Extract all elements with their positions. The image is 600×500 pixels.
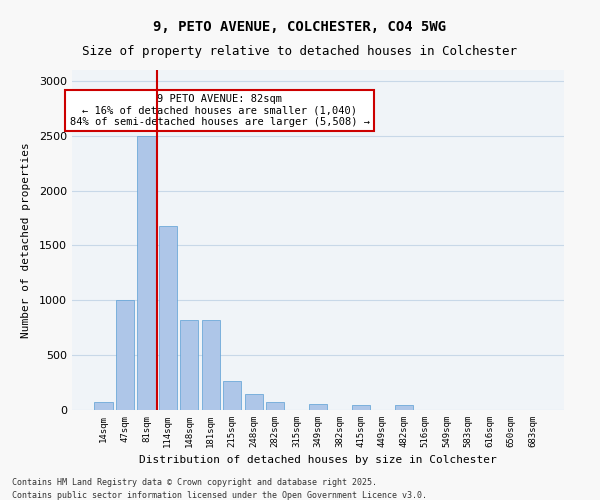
Bar — [94, 402, 113, 410]
Bar — [395, 404, 413, 410]
Y-axis label: Number of detached properties: Number of detached properties — [20, 142, 31, 338]
Text: Contains public sector information licensed under the Open Government Licence v3: Contains public sector information licen… — [12, 490, 427, 500]
Bar — [309, 404, 327, 410]
X-axis label: Distribution of detached houses by size in Colchester: Distribution of detached houses by size … — [139, 456, 497, 466]
Bar — [202, 320, 220, 410]
Bar — [352, 404, 370, 410]
Bar — [159, 226, 177, 410]
Bar — [137, 136, 155, 410]
Bar — [245, 394, 263, 410]
Text: 9 PETO AVENUE: 82sqm
← 16% of detached houses are smaller (1,040)
84% of semi-de: 9 PETO AVENUE: 82sqm ← 16% of detached h… — [70, 94, 370, 127]
Text: Contains HM Land Registry data © Crown copyright and database right 2025.: Contains HM Land Registry data © Crown c… — [12, 478, 377, 487]
Bar — [180, 320, 199, 410]
Text: Size of property relative to detached houses in Colchester: Size of property relative to detached ho… — [83, 45, 517, 58]
Text: 9, PETO AVENUE, COLCHESTER, CO4 5WG: 9, PETO AVENUE, COLCHESTER, CO4 5WG — [154, 20, 446, 34]
Bar — [266, 402, 284, 410]
Bar — [223, 381, 241, 410]
Bar — [116, 300, 134, 410]
